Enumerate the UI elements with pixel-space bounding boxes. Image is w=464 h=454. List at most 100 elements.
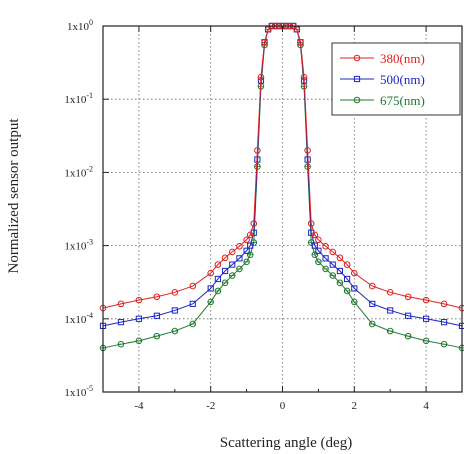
data-point bbox=[228, 248, 236, 256]
data-point bbox=[221, 279, 229, 287]
data-point bbox=[307, 220, 315, 227]
data-point bbox=[207, 269, 214, 277]
data-point bbox=[386, 289, 394, 296]
legend-label: 500(nm) bbox=[380, 72, 425, 87]
tick-marks bbox=[102, 25, 463, 393]
data-point bbox=[322, 242, 329, 250]
data-point bbox=[353, 75, 361, 83]
data-point bbox=[254, 147, 261, 154]
data-point bbox=[236, 265, 243, 273]
data-point bbox=[387, 307, 394, 314]
data-point bbox=[322, 255, 329, 262]
data-point bbox=[404, 293, 412, 301]
data-point bbox=[135, 296, 143, 304]
data-point bbox=[440, 319, 448, 326]
data-point bbox=[304, 147, 311, 154]
data-point bbox=[214, 287, 222, 295]
data-point bbox=[315, 247, 322, 254]
data-point bbox=[351, 269, 358, 277]
x-tick-label: -2 bbox=[206, 400, 215, 412]
data-point bbox=[236, 255, 243, 262]
y-tick-label: 1x10-5 bbox=[64, 384, 93, 399]
data-point bbox=[315, 258, 322, 266]
data-point bbox=[189, 300, 196, 307]
data-point bbox=[135, 315, 143, 322]
data-point bbox=[336, 279, 344, 287]
data-point bbox=[369, 300, 376, 307]
legend-entry: 675(nm) bbox=[340, 93, 425, 108]
data-point bbox=[311, 242, 318, 249]
data-point bbox=[322, 265, 329, 273]
data-point bbox=[423, 315, 430, 322]
tick-labels: -4 -2 0 2 4 1x100 1x10-1 1x10-2 1x10-3 1x10-4 1x10… bbox=[64, 18, 429, 412]
x-tick-label: 4 bbox=[423, 400, 429, 412]
data-point bbox=[221, 267, 229, 275]
x-axis-label: Scattering angle (deg) bbox=[220, 435, 352, 451]
data-point bbox=[353, 96, 361, 104]
data-point bbox=[343, 287, 351, 295]
data-point bbox=[404, 332, 412, 340]
data-point bbox=[171, 307, 178, 314]
data-point bbox=[207, 285, 214, 292]
data-point bbox=[386, 327, 394, 335]
legend-entry: 380(nm) bbox=[340, 51, 425, 66]
data-point bbox=[189, 282, 197, 290]
x-tick-label: 0 bbox=[280, 400, 286, 412]
y-tick-label: 1x10-1 bbox=[64, 91, 93, 106]
data-point bbox=[236, 242, 243, 250]
data-point bbox=[261, 38, 268, 46]
data-point bbox=[422, 296, 430, 304]
legend-label: 380(nm) bbox=[380, 51, 425, 66]
x-tick-label: 2 bbox=[352, 400, 358, 412]
data-point bbox=[405, 312, 412, 319]
data-point bbox=[368, 282, 376, 290]
y-tick-label: 1x10-4 bbox=[64, 311, 93, 326]
data-point bbox=[171, 289, 179, 296]
data-point bbox=[440, 340, 448, 348]
data-point bbox=[257, 73, 265, 81]
data-point bbox=[246, 251, 254, 259]
data-point bbox=[214, 275, 221, 283]
data-point bbox=[153, 312, 160, 319]
data-point bbox=[214, 261, 222, 268]
legend-entry: 500(nm) bbox=[340, 72, 425, 87]
data-point bbox=[243, 258, 250, 266]
data-point bbox=[311, 231, 319, 239]
y-tick-label: 1x10-2 bbox=[64, 164, 93, 179]
data-point bbox=[329, 261, 336, 268]
data-point bbox=[315, 236, 322, 244]
data-point bbox=[300, 73, 308, 81]
data-point bbox=[440, 300, 448, 308]
data-point bbox=[153, 293, 161, 301]
y-tick-label: 1x100 bbox=[67, 18, 93, 33]
data-point bbox=[311, 251, 319, 259]
legend-label: 675(nm) bbox=[380, 93, 425, 108]
x-tick-label: -4 bbox=[134, 400, 144, 412]
data-point bbox=[343, 261, 351, 268]
data-point bbox=[329, 248, 337, 256]
data-point bbox=[336, 267, 344, 275]
data-point bbox=[207, 298, 214, 306]
data-point bbox=[117, 319, 125, 326]
data-point bbox=[189, 320, 197, 328]
data-point bbox=[344, 275, 351, 283]
data-point bbox=[117, 300, 125, 308]
y-axis-label: Normalized sensor output bbox=[6, 118, 22, 274]
data-point bbox=[229, 261, 236, 268]
data-point bbox=[368, 320, 376, 328]
data-point bbox=[246, 231, 254, 239]
data-point bbox=[153, 332, 161, 340]
data-point bbox=[351, 298, 358, 306]
data-point bbox=[117, 340, 125, 348]
data-point bbox=[243, 247, 250, 254]
legend: 380(nm) 500(nm) 675(nm) bbox=[331, 42, 461, 116]
data-point bbox=[336, 254, 344, 262]
data-point bbox=[135, 337, 143, 345]
data-point bbox=[250, 220, 258, 227]
data-point bbox=[297, 38, 304, 46]
data-point bbox=[353, 54, 361, 62]
y-tick-label: 1x10-3 bbox=[64, 238, 93, 253]
data-point bbox=[351, 285, 358, 292]
data-point bbox=[422, 337, 430, 345]
